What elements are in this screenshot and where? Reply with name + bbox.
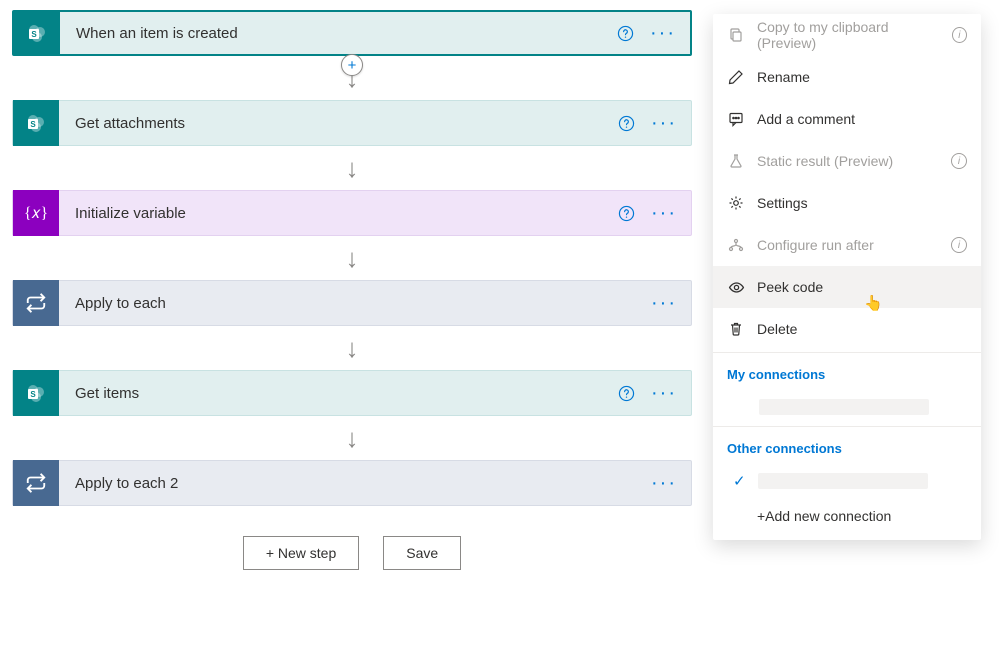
connection-placeholder [758, 473, 928, 489]
help-icon[interactable] [617, 384, 635, 402]
info-icon[interactable]: i [951, 237, 967, 253]
menu-item-label: Static result (Preview) [757, 153, 893, 169]
flow-step[interactable]: S Get items ··· [12, 370, 692, 416]
menu-item-label: Delete [757, 321, 797, 337]
arrow-down-icon: ↓ [346, 335, 359, 361]
flask-icon [727, 152, 745, 170]
menu-item-pencil[interactable]: Rename [713, 56, 981, 98]
connector: ↓ [12, 146, 692, 190]
svg-text:S: S [30, 120, 36, 129]
step-title: Initialize variable [59, 205, 617, 222]
menu-item-label: Peek code [757, 279, 823, 295]
step-title: Get items [59, 385, 617, 402]
svg-text:{𝑥}: {𝑥} [24, 205, 48, 222]
menu-separator [713, 352, 981, 353]
menu-item-flask: Static result (Preview) i [713, 140, 981, 182]
info-icon[interactable]: i [951, 153, 967, 169]
footer-buttons: + New step Save [12, 536, 692, 570]
loop-icon [13, 460, 59, 506]
check-icon: ✓ [733, 472, 746, 490]
help-icon[interactable] [616, 24, 634, 42]
menu-item-gear[interactable]: Settings [713, 182, 981, 224]
menu-item-label: Rename [757, 69, 810, 85]
trash-icon [727, 320, 745, 338]
comment-icon [727, 110, 745, 128]
sharepoint-icon: S [13, 370, 59, 416]
connector: ↓ [12, 416, 692, 460]
other-connection-item[interactable]: ✓ [713, 464, 981, 498]
save-button[interactable]: Save [383, 536, 461, 570]
my-connections-heading: My connections [713, 355, 981, 390]
flow-step[interactable]: Apply to each 2 ··· [12, 460, 692, 506]
copy-icon [727, 26, 745, 44]
flow-step[interactable]: S Get attachments ··· [12, 100, 692, 146]
other-connections-heading: Other connections [713, 429, 981, 464]
connector: ↓ [12, 326, 692, 370]
connector: ↓+ [12, 56, 692, 100]
arrow-down-icon: ↓ [346, 155, 359, 181]
variable-icon: {𝑥} [13, 190, 59, 236]
insert-step-button[interactable]: + [341, 54, 363, 76]
info-icon[interactable]: i [952, 27, 967, 43]
sharepoint-icon: S [13, 100, 59, 146]
connector: ↓ [12, 236, 692, 280]
flow-step[interactable]: {𝑥} Initialize variable ··· [12, 190, 692, 236]
eye-icon [727, 278, 745, 296]
connection-placeholder [759, 399, 929, 415]
menu-item-comment[interactable]: Add a comment [713, 98, 981, 140]
context-menu: Copy to my clipboard (Preview) i Rename … [713, 14, 981, 540]
menu-separator [713, 426, 981, 427]
pencil-icon [727, 68, 745, 86]
branch-icon [727, 236, 745, 254]
menu-item-label: Settings [757, 195, 808, 211]
svg-text:S: S [31, 30, 37, 39]
flow-step[interactable]: Apply to each ··· [12, 280, 692, 326]
svg-text:S: S [30, 390, 36, 399]
help-icon[interactable] [617, 204, 635, 222]
menu-item-eye[interactable]: Peek code 👆 [713, 266, 981, 308]
my-connection-item[interactable] [713, 390, 981, 424]
menu-item-label: Copy to my clipboard (Preview) [757, 19, 940, 51]
gear-icon [727, 194, 745, 212]
sharepoint-icon: S [14, 10, 60, 56]
menu-item-copy: Copy to my clipboard (Preview) i [713, 14, 981, 56]
step-title: Apply to each [59, 295, 651, 312]
arrow-down-icon: ↓ [346, 425, 359, 451]
menu-item-label: Configure run after [757, 237, 874, 253]
menu-item-branch: Configure run after i [713, 224, 981, 266]
add-new-connection[interactable]: +Add new connection [713, 498, 981, 534]
help-icon[interactable] [617, 114, 635, 132]
flow-canvas: S When an item is created ··· ↓+ S Get a… [12, 10, 692, 570]
arrow-down-icon: ↓ [346, 245, 359, 271]
step-title: Apply to each 2 [59, 475, 651, 492]
new-step-button[interactable]: + New step [243, 536, 359, 570]
loop-icon [13, 280, 59, 326]
menu-item-label: Add a comment [757, 111, 855, 127]
menu-item-trash[interactable]: Delete [713, 308, 981, 350]
step-title: When an item is created [60, 25, 616, 42]
step-title: Get attachments [59, 115, 617, 132]
flow-step[interactable]: S When an item is created ··· [12, 10, 692, 56]
